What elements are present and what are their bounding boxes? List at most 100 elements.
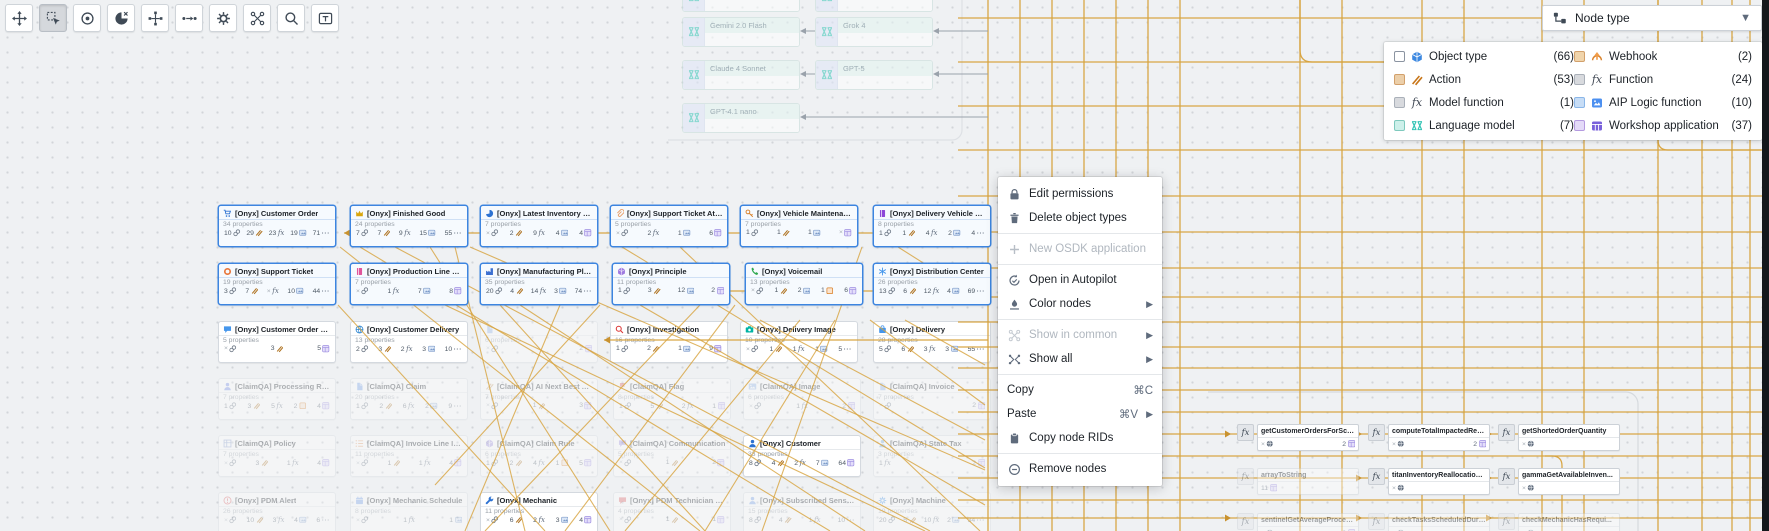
legend-item-model-function[interactable]: fx Model function (1) xyxy=(1394,96,1574,109)
legend-item-aip-logic-function[interactable]: AIP Logic function (10) xyxy=(1574,97,1752,109)
menu-item-color-nodes[interactable]: Color nodes ▶ xyxy=(998,292,1162,316)
language-model-node-grok-4[interactable]: Grok 4 xyxy=(815,17,933,47)
function-node-arraytostring[interactable]: fx arrayToString 11 xyxy=(1237,468,1359,495)
language-model-node-gemini-2-0-flash[interactable]: Gemini 2.0 Flash xyxy=(682,17,800,47)
language-model-node-gpt-4-1-nano[interactable]: GPT-4.1 nano xyxy=(682,103,800,133)
object-node-onyx-voicemail[interactable]: [Onyx] Voicemail 13 properties × 1 2 1 6 xyxy=(745,263,863,305)
key-icon xyxy=(745,209,754,217)
object-node-onyx-principle[interactable]: [Onyx] Principle 11 properties 1 3 12 2 xyxy=(612,263,730,305)
node-stats: × 2 9 fx 4 4 xyxy=(481,228,597,237)
node-type-label: Node type xyxy=(1575,11,1630,25)
legend-item-function[interactable]: fx Function (24) xyxy=(1574,73,1752,86)
object-node-onyx-support-ticket[interactable]: [Onyx] Support Ticket 19 properties 3 7 × f… xyxy=(218,263,336,305)
node-title: [Onyx] Delivery Vehicle Manual xyxy=(890,208,986,218)
function-title: titanInventoryReallocationMo... xyxy=(1389,469,1489,482)
legend-checkbox[interactable] xyxy=(1394,120,1405,131)
legend-item-language-model[interactable]: Language model (7) xyxy=(1394,120,1574,132)
function-node-checkmechanichasrequi[interactable]: fx checkMechanicHasRequi... × xyxy=(1498,513,1620,531)
object-node-claimqa-policy[interactable]: [ClaimQA] Policy 7 properties × 3 1 fx 4 xyxy=(218,435,336,477)
menu-item-label: New OSDK application xyxy=(1029,243,1146,255)
language-model-node-gpt-5[interactable]: GPT-5 xyxy=(815,60,933,90)
toolbar-settings-button[interactable] xyxy=(209,4,237,32)
legend-checkbox[interactable] xyxy=(1394,51,1405,62)
stat-link: × xyxy=(751,287,764,295)
node-header: [Onyx] Customer Order xyxy=(219,206,335,220)
legend-checkbox[interactable] xyxy=(1394,74,1405,85)
legend-item-webhook[interactable]: Webhook (2) xyxy=(1574,51,1752,63)
language-model-node-claude-4-sonnet[interactable]: Claude 4 Sonnet xyxy=(682,60,800,90)
legend-checkbox[interactable] xyxy=(1574,120,1585,131)
node-stats: × 3 5 xyxy=(219,344,335,353)
function-node-computetotalimpactedreven[interactable]: fx computeTotalImpactedReven... × 2 xyxy=(1368,424,1490,451)
legend-checkbox[interactable] xyxy=(1574,97,1585,108)
node-properties-count: 34 properties xyxy=(223,221,263,228)
toolbar-target-button[interactable] xyxy=(73,4,101,32)
object-node-onyx-customer-order[interactable]: [Onyx] Customer Order 34 properties 10 29… xyxy=(218,205,336,247)
menu-item-copy-node-rids[interactable]: Copy node RIDs xyxy=(998,426,1162,450)
legend-checkbox[interactable] xyxy=(1394,97,1405,108)
menu-item-label: Edit permissions xyxy=(1029,188,1114,200)
stat-link: 20 xyxy=(486,287,503,295)
object-node-onyx-delivery-vehicle-manual[interactable]: [Onyx] Delivery Vehicle Manual 8 propert… xyxy=(873,205,991,247)
menu-item-show-in-common[interactable]: Show in common ▶ xyxy=(998,323,1162,347)
legend-item-workshop-application[interactable]: Workshop application (37) xyxy=(1574,120,1752,132)
toolbar-auto-layout-button[interactable] xyxy=(141,4,169,32)
stat-more: 6 ··· xyxy=(316,516,330,524)
node-header: [Onyx] Customer Order Comme... xyxy=(219,322,335,336)
fx-icon: fx xyxy=(1368,513,1385,530)
toolbar-annotate-button[interactable] xyxy=(311,4,339,32)
toolbar-hide-nodes-button[interactable] xyxy=(107,4,135,32)
function-node-getcustomerordersforscenar[interactable]: fx getCustomerOrdersForScenar... × 2 xyxy=(1237,424,1359,451)
toolbar-expand-connections-button[interactable] xyxy=(243,4,271,32)
menu-item-remove-nodes[interactable]: Remove nodes xyxy=(998,457,1162,481)
object-node-onyx-vehicle-maintenance-bo[interactable]: [Onyx] Vehicle Maintenance Bo... 7 prope… xyxy=(740,205,858,247)
menu-item-edit-permissions[interactable]: Edit permissions xyxy=(998,182,1162,206)
language-model-node-item[interactable] xyxy=(815,0,933,12)
object-node-onyx-latest-inventory-level[interactable]: [Onyx] Latest Inventory Level 7 properti… xyxy=(480,205,598,247)
legend-checkbox[interactable] xyxy=(1574,74,1585,85)
object-node-onyx-support-ticket-attachm[interactable]: [Onyx] Support Ticket Attachm... 5 prope… xyxy=(610,205,728,247)
object-node-claimqa-processing-request[interactable]: [ClaimQA] Processing Request 7 propertie… xyxy=(218,378,336,420)
fx-icon: fx xyxy=(1591,73,1603,86)
toolbar-search-button[interactable] xyxy=(277,4,305,32)
stat-fx: 2 fx xyxy=(647,229,660,237)
node-properties-count: 26 properties xyxy=(223,508,263,515)
object-node-onyx-pdm-alert[interactable]: [Onyx] PDM Alert 26 properties × 10 3 fx 4 6 ·… xyxy=(218,492,336,531)
function-title: sentinelGetAverageProcessin... xyxy=(1258,514,1358,527)
legend-count: (10) xyxy=(1731,96,1752,109)
legend-checkbox[interactable] xyxy=(1574,51,1585,62)
object-node-onyx-finished-good[interactable]: [Onyx] Finished Good 24 properties 7 7 9 fx… xyxy=(350,205,468,247)
object-node-onyx-manufacturing-plant[interactable]: [Onyx] Manufacturing Plant 35 properties… xyxy=(480,263,598,305)
node-type-dropdown[interactable]: Node type ▼ xyxy=(1542,5,1762,31)
toolbar-select-button[interactable] xyxy=(39,4,67,32)
menu-item-new-osdk-application[interactable]: New OSDK application xyxy=(998,237,1162,261)
menu-divider xyxy=(998,319,1162,320)
object-node-onyx-customer-order-comme[interactable]: [Onyx] Customer Order Comme... 5 propert… xyxy=(218,321,336,363)
language-model-icon xyxy=(816,61,838,89)
legend-item-action[interactable]: Action (53) xyxy=(1394,74,1574,86)
language-model-node-item[interactable] xyxy=(682,0,800,12)
function-node-sentinelgetaverageprocessin[interactable]: fx sentinelGetAverageProcessin... ×2 xyxy=(1237,513,1359,531)
function-node-getshortedorderquantity[interactable]: fx getShortedOrderQuantity × xyxy=(1498,424,1620,451)
language-model-icon xyxy=(816,0,838,11)
function-node-gammagetavailableinven[interactable]: fx gammaGetAvailableInven... × xyxy=(1498,468,1620,495)
function-node-titaninventoryreallocationmo[interactable]: fx titanInventoryReallocationMo... × xyxy=(1368,468,1490,495)
object-node-onyx-production-line-manual[interactable]: [Onyx] Production Line Manual 7 properti… xyxy=(350,263,468,305)
function-node-checktasksscheduledduringa[interactable]: fx checkTasksScheduledDuringA... × xyxy=(1368,513,1490,531)
toolbar-move-button[interactable] xyxy=(5,4,33,32)
menu-item-copy[interactable]: Copy ⌘C xyxy=(998,378,1162,402)
menu-item-open-in-autopilot[interactable]: Open in Autopilot xyxy=(998,268,1162,292)
toolbar-flow-button[interactable] xyxy=(175,4,203,32)
object-node-onyx-distribution-center[interactable]: [Onyx] Distribution Center 26 properties… xyxy=(873,263,991,305)
menu-item-paste[interactable]: Paste ⌘V ▶ xyxy=(998,402,1162,426)
legend-item-object-type[interactable]: Object type (66) xyxy=(1394,51,1574,63)
stat-fx: 12 fx xyxy=(923,287,940,295)
node-stats: 3 7 × fx 10 44 ··· xyxy=(219,286,335,295)
menu-item-delete-object-types[interactable]: Delete object types xyxy=(998,206,1162,230)
stat-fx: 9 fx xyxy=(398,229,411,237)
menu-item-show-all[interactable]: Show all ▶ xyxy=(998,347,1162,371)
fx-icon: fx xyxy=(1498,513,1515,530)
stat-image: 12 xyxy=(678,287,695,295)
